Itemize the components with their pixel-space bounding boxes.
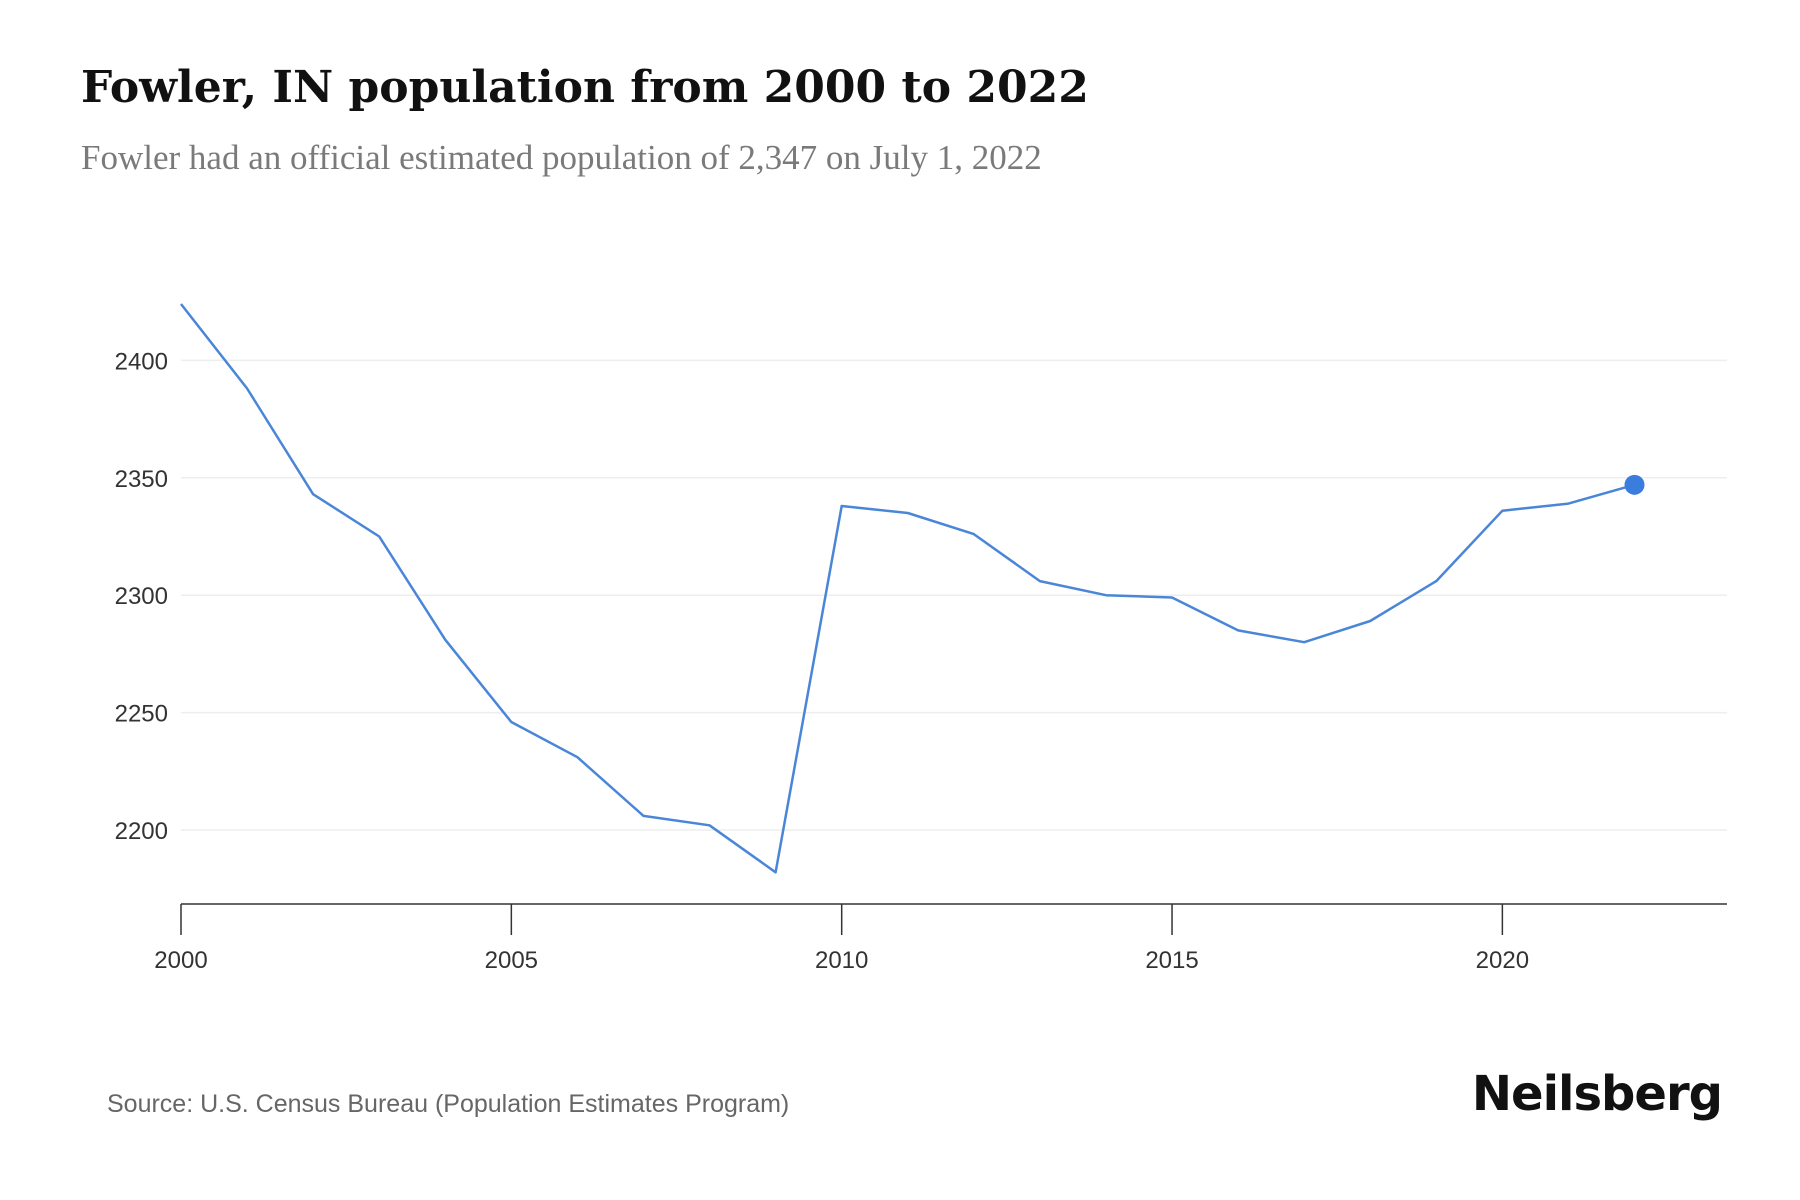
x-tick-label-2000: 2000 [154, 947, 207, 974]
y-tick-label-2200: 2200 [115, 818, 168, 845]
y-axis-labels: 2200 2250 2300 2350 2400 [115, 348, 168, 845]
brand-logo: Neilsberg [1471, 1066, 1723, 1122]
y-tick-label-2400: 2400 [115, 348, 168, 375]
y-tick-label-2300: 2300 [115, 583, 168, 610]
y-tick-label-2350: 2350 [115, 466, 168, 493]
x-axis: 2000 2005 2010 2015 2020 [154, 903, 1727, 974]
x-tick-label-2005: 2005 [485, 947, 538, 974]
x-tick-label-2020: 2020 [1476, 947, 1529, 974]
chart-subtitle: Fowler had an official estimated populat… [81, 138, 1042, 177]
x-tick-label-2010: 2010 [815, 947, 868, 974]
grid-lines [181, 359, 1727, 831]
x-tick-label-2015: 2015 [1145, 947, 1198, 974]
y-tick-label-2250: 2250 [115, 701, 168, 728]
population-series [180, 303, 1645, 874]
population-line [180, 303, 1635, 874]
chart-title: Fowler, IN population from 2000 to 2022 [81, 62, 1089, 113]
source-note: Source: U.S. Census Bureau (Population E… [107, 1090, 790, 1118]
latest-value-marker[interactable] [1624, 474, 1645, 495]
population-line-chart: 2200 2250 2300 2350 2400 2000 2005 2010 2015 202… [115, 303, 1727, 974]
